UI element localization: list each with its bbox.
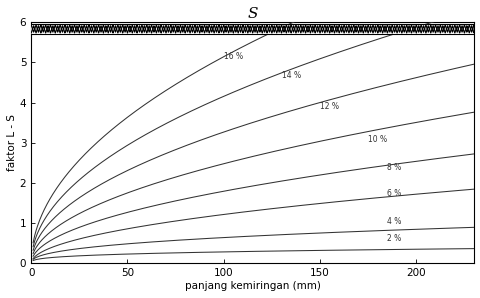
X-axis label: panjang kemiringan (mm): panjang kemiringan (mm) (184, 281, 320, 291)
Text: 10 %: 10 % (367, 135, 386, 144)
Text: 12 %: 12 % (319, 102, 338, 111)
Text: 16 %: 16 % (223, 52, 242, 61)
Text: 6 %: 6 % (386, 189, 401, 198)
Text: 4 %: 4 % (386, 217, 401, 226)
Y-axis label: faktor L - S: faktor L - S (7, 114, 17, 171)
Text: 2 %: 2 % (386, 234, 401, 243)
Bar (31, 24, 480, 34)
Text: 8 %: 8 % (386, 163, 401, 172)
Title: S: S (247, 7, 257, 21)
Text: 14 %: 14 % (281, 71, 300, 80)
